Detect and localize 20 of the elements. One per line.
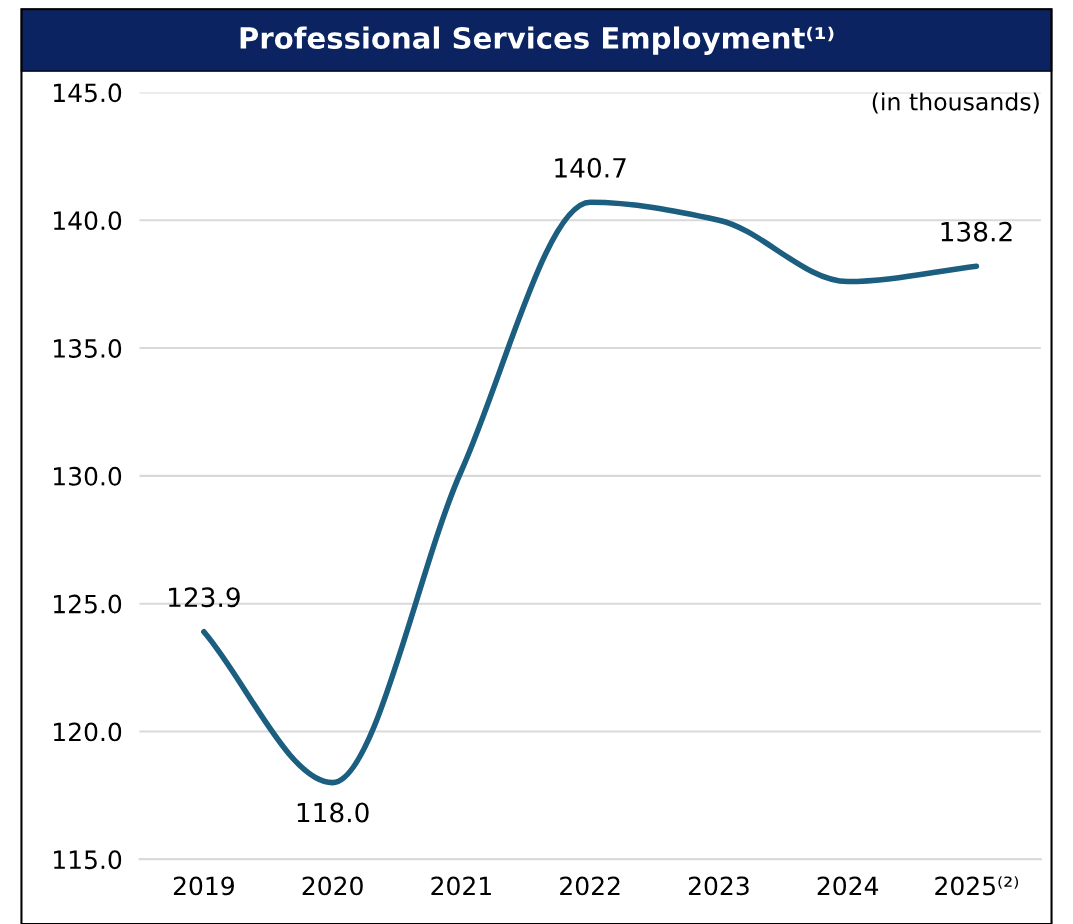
x-tick-label: 2020 — [302, 876, 363, 896]
annotation: (in thousands) — [872, 92, 1039, 114]
y-tick-label: 145.0 — [54, 83, 122, 103]
x-tick-label: 2021 — [431, 876, 491, 896]
x-tick-label: 2024 — [817, 876, 879, 896]
x-tick-label: 2025⁽²⁾ — [935, 876, 1019, 896]
data-label: 118.0 — [297, 802, 369, 823]
x-tick-label: 2023 — [688, 876, 749, 896]
data-label: 140.7 — [555, 157, 626, 178]
y-tick-label: 125.0 — [54, 594, 122, 614]
x-tick-label: 2022 — [560, 876, 620, 896]
y-tick-label: 115.0 — [54, 850, 122, 870]
chart-title: Professional Services Employment⁽¹⁾ — [240, 26, 834, 55]
y-tick-label: 135.0 — [54, 338, 122, 358]
x-tick-label: 2019 — [173, 876, 234, 896]
y-tick-label: 140.0 — [54, 211, 122, 231]
data-label: 123.9 — [169, 587, 240, 608]
y-tick-label: 130.0 — [54, 466, 122, 486]
y-tick-label: 120.0 — [54, 722, 122, 742]
data-label: 138.2 — [941, 221, 1012, 242]
